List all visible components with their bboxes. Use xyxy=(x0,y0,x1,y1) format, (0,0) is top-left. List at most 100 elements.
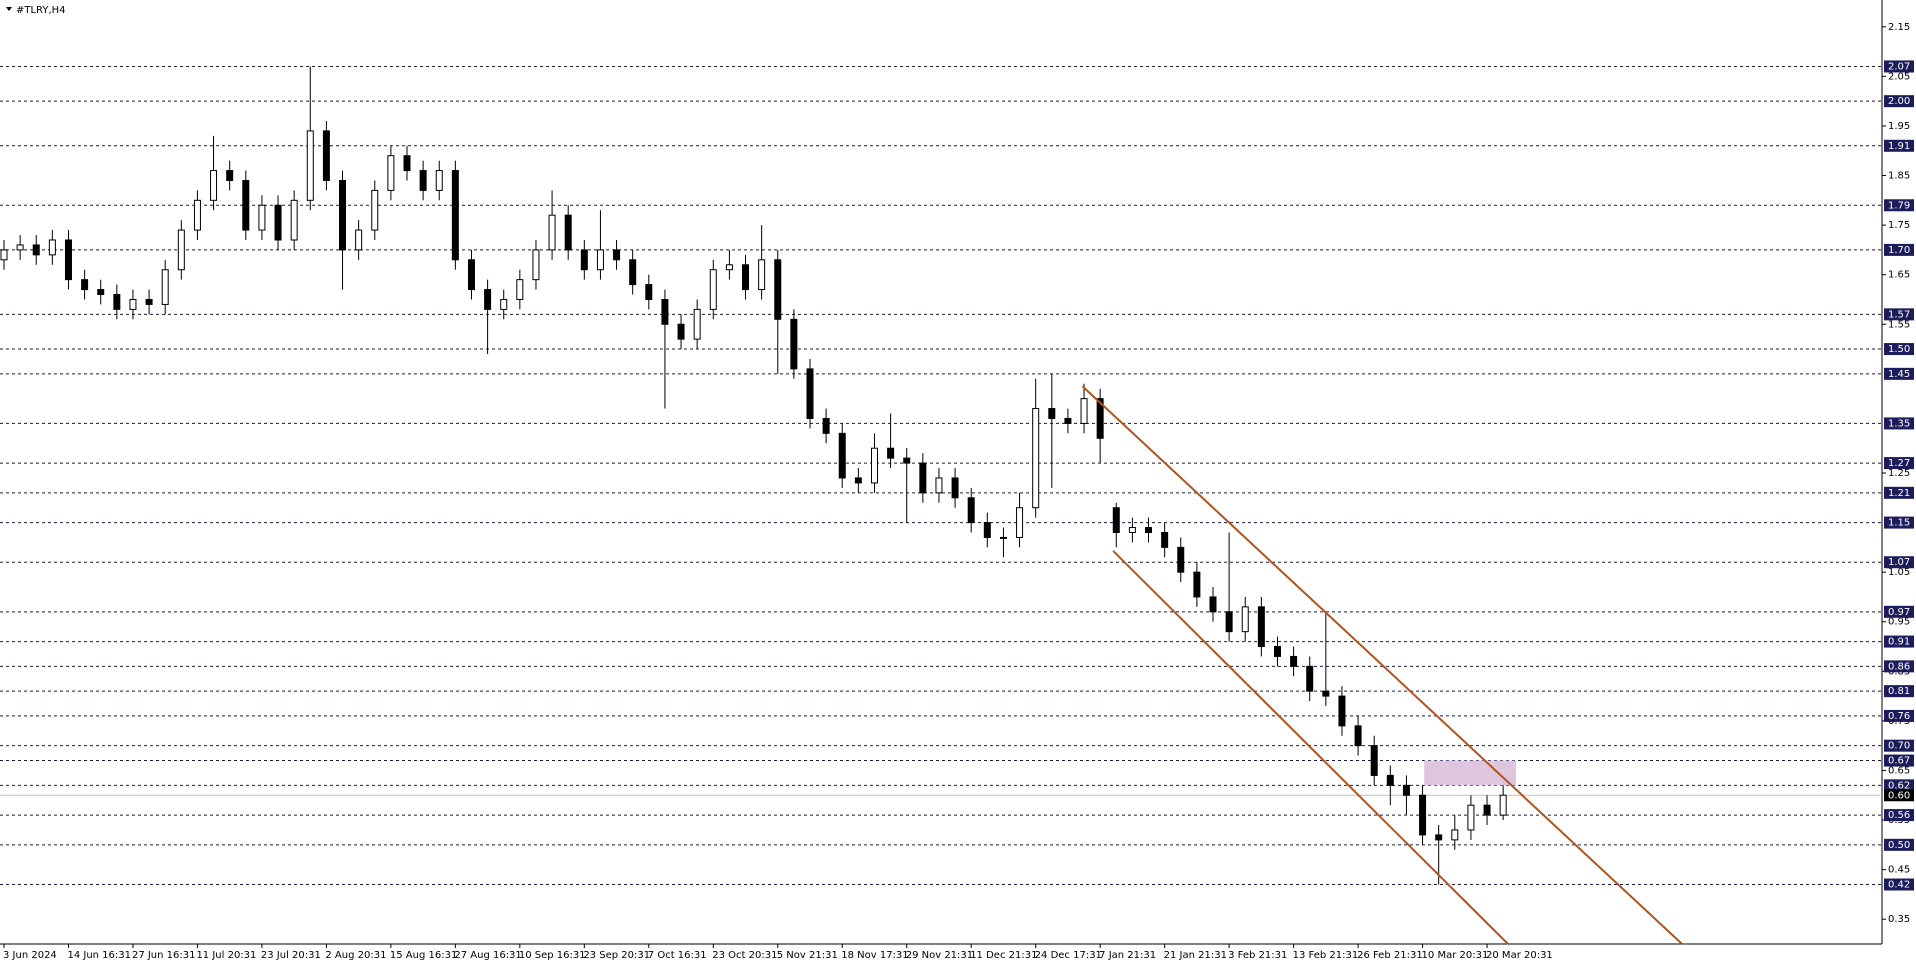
y-tick-label: 2.05 xyxy=(1888,71,1910,82)
candle-body xyxy=(1161,531,1169,548)
level-label: 0.67 xyxy=(1888,756,1910,767)
level-label: 1.70 xyxy=(1888,245,1910,256)
candle-body xyxy=(838,432,846,479)
candle-body xyxy=(1096,398,1104,439)
level-label-box xyxy=(1884,709,1914,722)
candle-body xyxy=(64,239,72,281)
level-label-box xyxy=(1884,417,1914,430)
candle-body xyxy=(806,368,814,419)
candle-body xyxy=(1354,725,1362,747)
x-tick-label: 27 Jun 16:31 xyxy=(132,950,196,961)
x-tick-label: 23 Sep 20:31 xyxy=(583,950,650,961)
level-label: 0.81 xyxy=(1888,686,1910,697)
menu-arrow[interactable] xyxy=(6,7,12,11)
candle-body xyxy=(1386,774,1394,786)
candle-body xyxy=(677,323,685,340)
candle-body xyxy=(548,214,556,251)
level-label: 1.79 xyxy=(1888,200,1910,211)
y-tick-label: 0.65 xyxy=(1888,765,1910,776)
level-label: 0.42 xyxy=(1888,880,1910,891)
level-label: 0.56 xyxy=(1888,810,1910,821)
candle-body xyxy=(1419,794,1427,836)
candle-body xyxy=(129,298,137,310)
candle-body xyxy=(903,457,911,464)
candle-body xyxy=(1257,606,1265,648)
candle-body xyxy=(1128,527,1136,533)
level-label: 1.15 xyxy=(1888,518,1910,529)
candle-body xyxy=(1338,695,1346,727)
y-tick-label: 0.35 xyxy=(1888,914,1910,925)
candle-body xyxy=(177,229,185,271)
x-tick-label: 11 Dec 21:31 xyxy=(970,950,1037,961)
level-label: 2.00 xyxy=(1888,96,1910,107)
level-label-box xyxy=(1884,685,1914,698)
candle-body xyxy=(967,497,975,524)
level-label: 1.50 xyxy=(1888,344,1910,355)
candle-body xyxy=(1032,408,1040,509)
level-label-box xyxy=(1884,457,1914,470)
candle-body xyxy=(161,269,169,305)
level-label-box xyxy=(1884,243,1914,256)
y-tick-label: 0.95 xyxy=(1888,617,1910,628)
x-tick-label: 23 Oct 20:31 xyxy=(712,950,777,961)
y-tick-label: 1.25 xyxy=(1888,468,1910,479)
level-label: 0.62 xyxy=(1888,780,1910,791)
candle-body xyxy=(403,155,411,172)
candle-body xyxy=(645,284,653,300)
x-tick-label: 3 Feb 21:31 xyxy=(1228,950,1287,961)
level-label: 0.50 xyxy=(1888,840,1910,851)
current-price-box xyxy=(1884,789,1914,802)
level-label-box xyxy=(1884,308,1914,321)
candle-body xyxy=(580,249,588,271)
level-label-box xyxy=(1884,660,1914,673)
candle-body xyxy=(725,264,733,271)
candle-body xyxy=(1016,507,1024,538)
candle-body xyxy=(1273,646,1281,657)
candle-body xyxy=(193,199,201,231)
candle-body xyxy=(1145,527,1153,533)
candle-body xyxy=(1064,417,1072,424)
level-label-box xyxy=(1884,809,1914,822)
candle-body xyxy=(822,417,830,434)
x-tick-label: 21 Jan 21:31 xyxy=(1164,950,1227,961)
x-tick-label: 2 Aug 20:31 xyxy=(325,950,386,961)
level-label: 1.35 xyxy=(1888,418,1910,429)
candle-body xyxy=(758,259,766,291)
candle-body xyxy=(1499,794,1507,816)
chart-title: #TLRY,H4 xyxy=(16,5,66,16)
candle-body xyxy=(387,155,395,191)
candle-body xyxy=(951,477,959,499)
level-label-box xyxy=(1884,343,1914,356)
candle-body xyxy=(306,130,314,201)
x-tick-label: 27 Aug 16:31 xyxy=(454,950,521,961)
y-tick-label: 1.85 xyxy=(1888,171,1910,182)
level-label-box xyxy=(1884,605,1914,618)
candle-body xyxy=(870,447,878,484)
candle-body xyxy=(1080,398,1088,424)
candle-body xyxy=(596,249,604,271)
x-tick-label: 10 Mar 20:31 xyxy=(1422,950,1489,961)
candle-body xyxy=(113,294,121,310)
candle-body xyxy=(1306,665,1314,692)
level-label: 2.07 xyxy=(1888,61,1910,72)
y-tick-label: 1.75 xyxy=(1888,220,1910,231)
channel-line xyxy=(1112,550,1509,945)
y-tick-label: 1.65 xyxy=(1888,270,1910,281)
candle-body xyxy=(484,289,492,310)
candle-body xyxy=(693,308,701,340)
level-label-box xyxy=(1884,60,1914,73)
candle-body xyxy=(451,170,459,261)
candle-body xyxy=(709,269,717,310)
candle-body xyxy=(854,477,862,484)
level-label-box xyxy=(1884,754,1914,767)
candle-body xyxy=(1322,690,1330,697)
candle-body xyxy=(1048,408,1056,419)
x-tick-label: 7 Jan 21:31 xyxy=(1099,950,1156,961)
candle-body xyxy=(1290,655,1298,667)
y-tick-label: 0.45 xyxy=(1888,865,1910,876)
level-label-box xyxy=(1884,139,1914,152)
candle-body xyxy=(500,298,508,310)
level-label-box xyxy=(1884,199,1914,212)
y-tick-label: 1.55 xyxy=(1888,319,1910,330)
